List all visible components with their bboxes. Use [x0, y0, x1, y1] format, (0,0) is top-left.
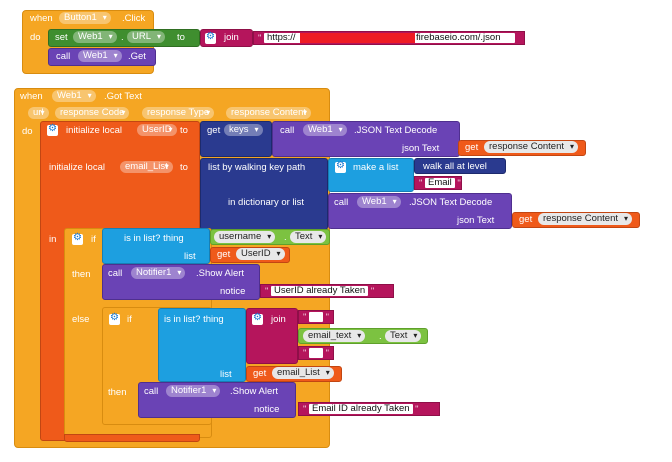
get-label: get: [207, 125, 221, 136]
web1-call-dropdown[interactable]: Web1: [78, 50, 122, 62]
email-text-component-dropdown[interactable]: email_text: [303, 330, 366, 342]
get-label-el: get: [253, 368, 267, 379]
redacted-url-segment: [300, 33, 415, 43]
text-property-dropdown[interactable]: Text: [290, 231, 327, 243]
keys-dropdown[interactable]: keys: [224, 124, 263, 136]
click-event-label: .Click: [122, 13, 146, 24]
then-label: then: [72, 269, 91, 280]
call-label-4: call: [108, 268, 123, 279]
if-label: if: [91, 234, 96, 245]
list-label-1: list: [184, 251, 196, 262]
initialize-local-label: initialize local: [66, 125, 122, 136]
mutator-gear-icon[interactable]: [205, 31, 216, 44]
in-dict-or-list-label: in dictionary or list: [228, 197, 305, 208]
join-gear-icon-2[interactable]: [252, 312, 263, 325]
is-in-list-block-2[interactable]: [158, 308, 246, 382]
to-label: to: [177, 32, 185, 43]
list-by-walking-block[interactable]: [200, 158, 328, 230]
dot-label: .: [121, 32, 124, 43]
show-alert-method-2: .Show Alert: [230, 386, 279, 397]
email-taken-value: Email ID already Taken: [309, 404, 413, 415]
gottext-event-label: .Got Text: [104, 91, 142, 102]
username-component-dropdown[interactable]: username: [214, 231, 276, 243]
get-method-label: .Get: [128, 51, 146, 62]
notice-label-1: notice: [220, 286, 246, 297]
url-text-end: firebaseio.com/.json: [416, 32, 501, 43]
initialize-local-label-2: initialize local: [49, 162, 105, 173]
url-text-start: https://: [267, 32, 296, 44]
userid-var-name[interactable]: UserID: [137, 124, 177, 136]
make-list-gear-icon[interactable]: [335, 160, 346, 173]
call-label: call: [56, 51, 71, 62]
dot-label-3: .: [379, 331, 382, 342]
json-decode-method: .JSON Text Decode: [354, 125, 438, 136]
empty-text-block-1[interactable]: " ": [298, 310, 334, 324]
empty-text-value-1: [309, 312, 324, 323]
web1-event-dropdown[interactable]: Web1: [52, 90, 96, 102]
email-string-value: Email: [425, 178, 455, 189]
url-property-dropdown[interactable]: URL: [127, 31, 166, 43]
notifier1-dropdown-1[interactable]: Notifier1: [131, 267, 186, 279]
param-url[interactable]: url: [28, 107, 49, 119]
to-label-3: to: [180, 162, 188, 173]
when-label: when: [30, 13, 53, 24]
do-label-2: do: [22, 126, 33, 137]
get-label-uid: get: [217, 249, 231, 260]
make-a-list-label: make a list: [353, 162, 399, 173]
web1-decode-dropdown-2[interactable]: Web1: [357, 196, 401, 208]
do-label: do: [30, 32, 41, 43]
text-property-dropdown-2[interactable]: Text: [385, 330, 422, 342]
list-by-walking-label: list by walking key path: [208, 162, 306, 173]
is-in-list-block-1[interactable]: [102, 228, 210, 264]
param-response-code[interactable]: response Code: [55, 107, 130, 119]
set-label: set: [55, 32, 68, 43]
response-content-dropdown[interactable]: response Content: [484, 141, 578, 153]
response-content-dropdown-2[interactable]: response Content: [538, 213, 632, 225]
json-text-label-2: json Text: [457, 215, 495, 226]
json-text-label: json Text: [402, 143, 440, 154]
email-list-var-name[interactable]: email_List: [120, 161, 173, 173]
email-string-block[interactable]: " Email ": [414, 176, 462, 190]
inner-if-gear-icon[interactable]: [109, 312, 120, 325]
inner-then-label: then: [108, 387, 127, 398]
web1-set-dropdown[interactable]: Web1: [73, 31, 117, 43]
inner-if-label: if: [127, 314, 132, 325]
list-label-2: list: [220, 369, 232, 380]
userid-get-dropdown[interactable]: UserID: [236, 248, 285, 260]
call-label-5: call: [144, 386, 159, 397]
walk-all-label: walk all at level: [423, 161, 487, 172]
web1-decode-dropdown[interactable]: Web1: [303, 124, 347, 136]
if-gear-icon[interactable]: [72, 232, 83, 245]
email-list-get-dropdown[interactable]: email_List: [272, 367, 334, 379]
init-local-gear-icon[interactable]: [47, 123, 58, 136]
call-label-2: call: [280, 125, 295, 136]
userid-taken-value: UserID already Taken: [271, 286, 369, 297]
when-label-2: when: [20, 91, 43, 102]
notifier1-dropdown-2[interactable]: Notifier1: [166, 385, 221, 397]
param-response-content[interactable]: response Content: [226, 107, 311, 119]
json-decode-method-2: .JSON Text Decode: [409, 197, 493, 208]
get-label-rc: get: [465, 142, 479, 153]
button1-component-dropdown[interactable]: Button1: [59, 12, 111, 24]
get-label-rc2: get: [519, 214, 533, 225]
walk-all-block[interactable]: [414, 158, 506, 174]
join-label-2: join: [271, 314, 286, 325]
empty-text-block-2[interactable]: " ": [298, 346, 334, 360]
init-local-bottom-stub: [64, 434, 200, 442]
in-label: in: [49, 234, 57, 245]
empty-text-value-2: [309, 348, 324, 359]
email-taken-text-block[interactable]: " Email ID already Taken ": [298, 402, 440, 416]
is-in-list-label-1: is in list? thing: [124, 233, 184, 244]
notice-label-2: notice: [254, 404, 280, 415]
param-response-type[interactable]: response Type: [142, 107, 215, 119]
call-label-3: call: [334, 197, 349, 208]
userid-taken-text-block[interactable]: " UserID already Taken ": [260, 284, 394, 298]
join-label: join: [224, 32, 239, 43]
to-label-2: to: [180, 125, 188, 136]
else-label: else: [72, 314, 90, 325]
is-in-list-label-2: is in list? thing: [164, 314, 224, 325]
show-alert-method-1: .Show Alert: [196, 268, 245, 279]
dot-label-2: .: [284, 232, 287, 243]
